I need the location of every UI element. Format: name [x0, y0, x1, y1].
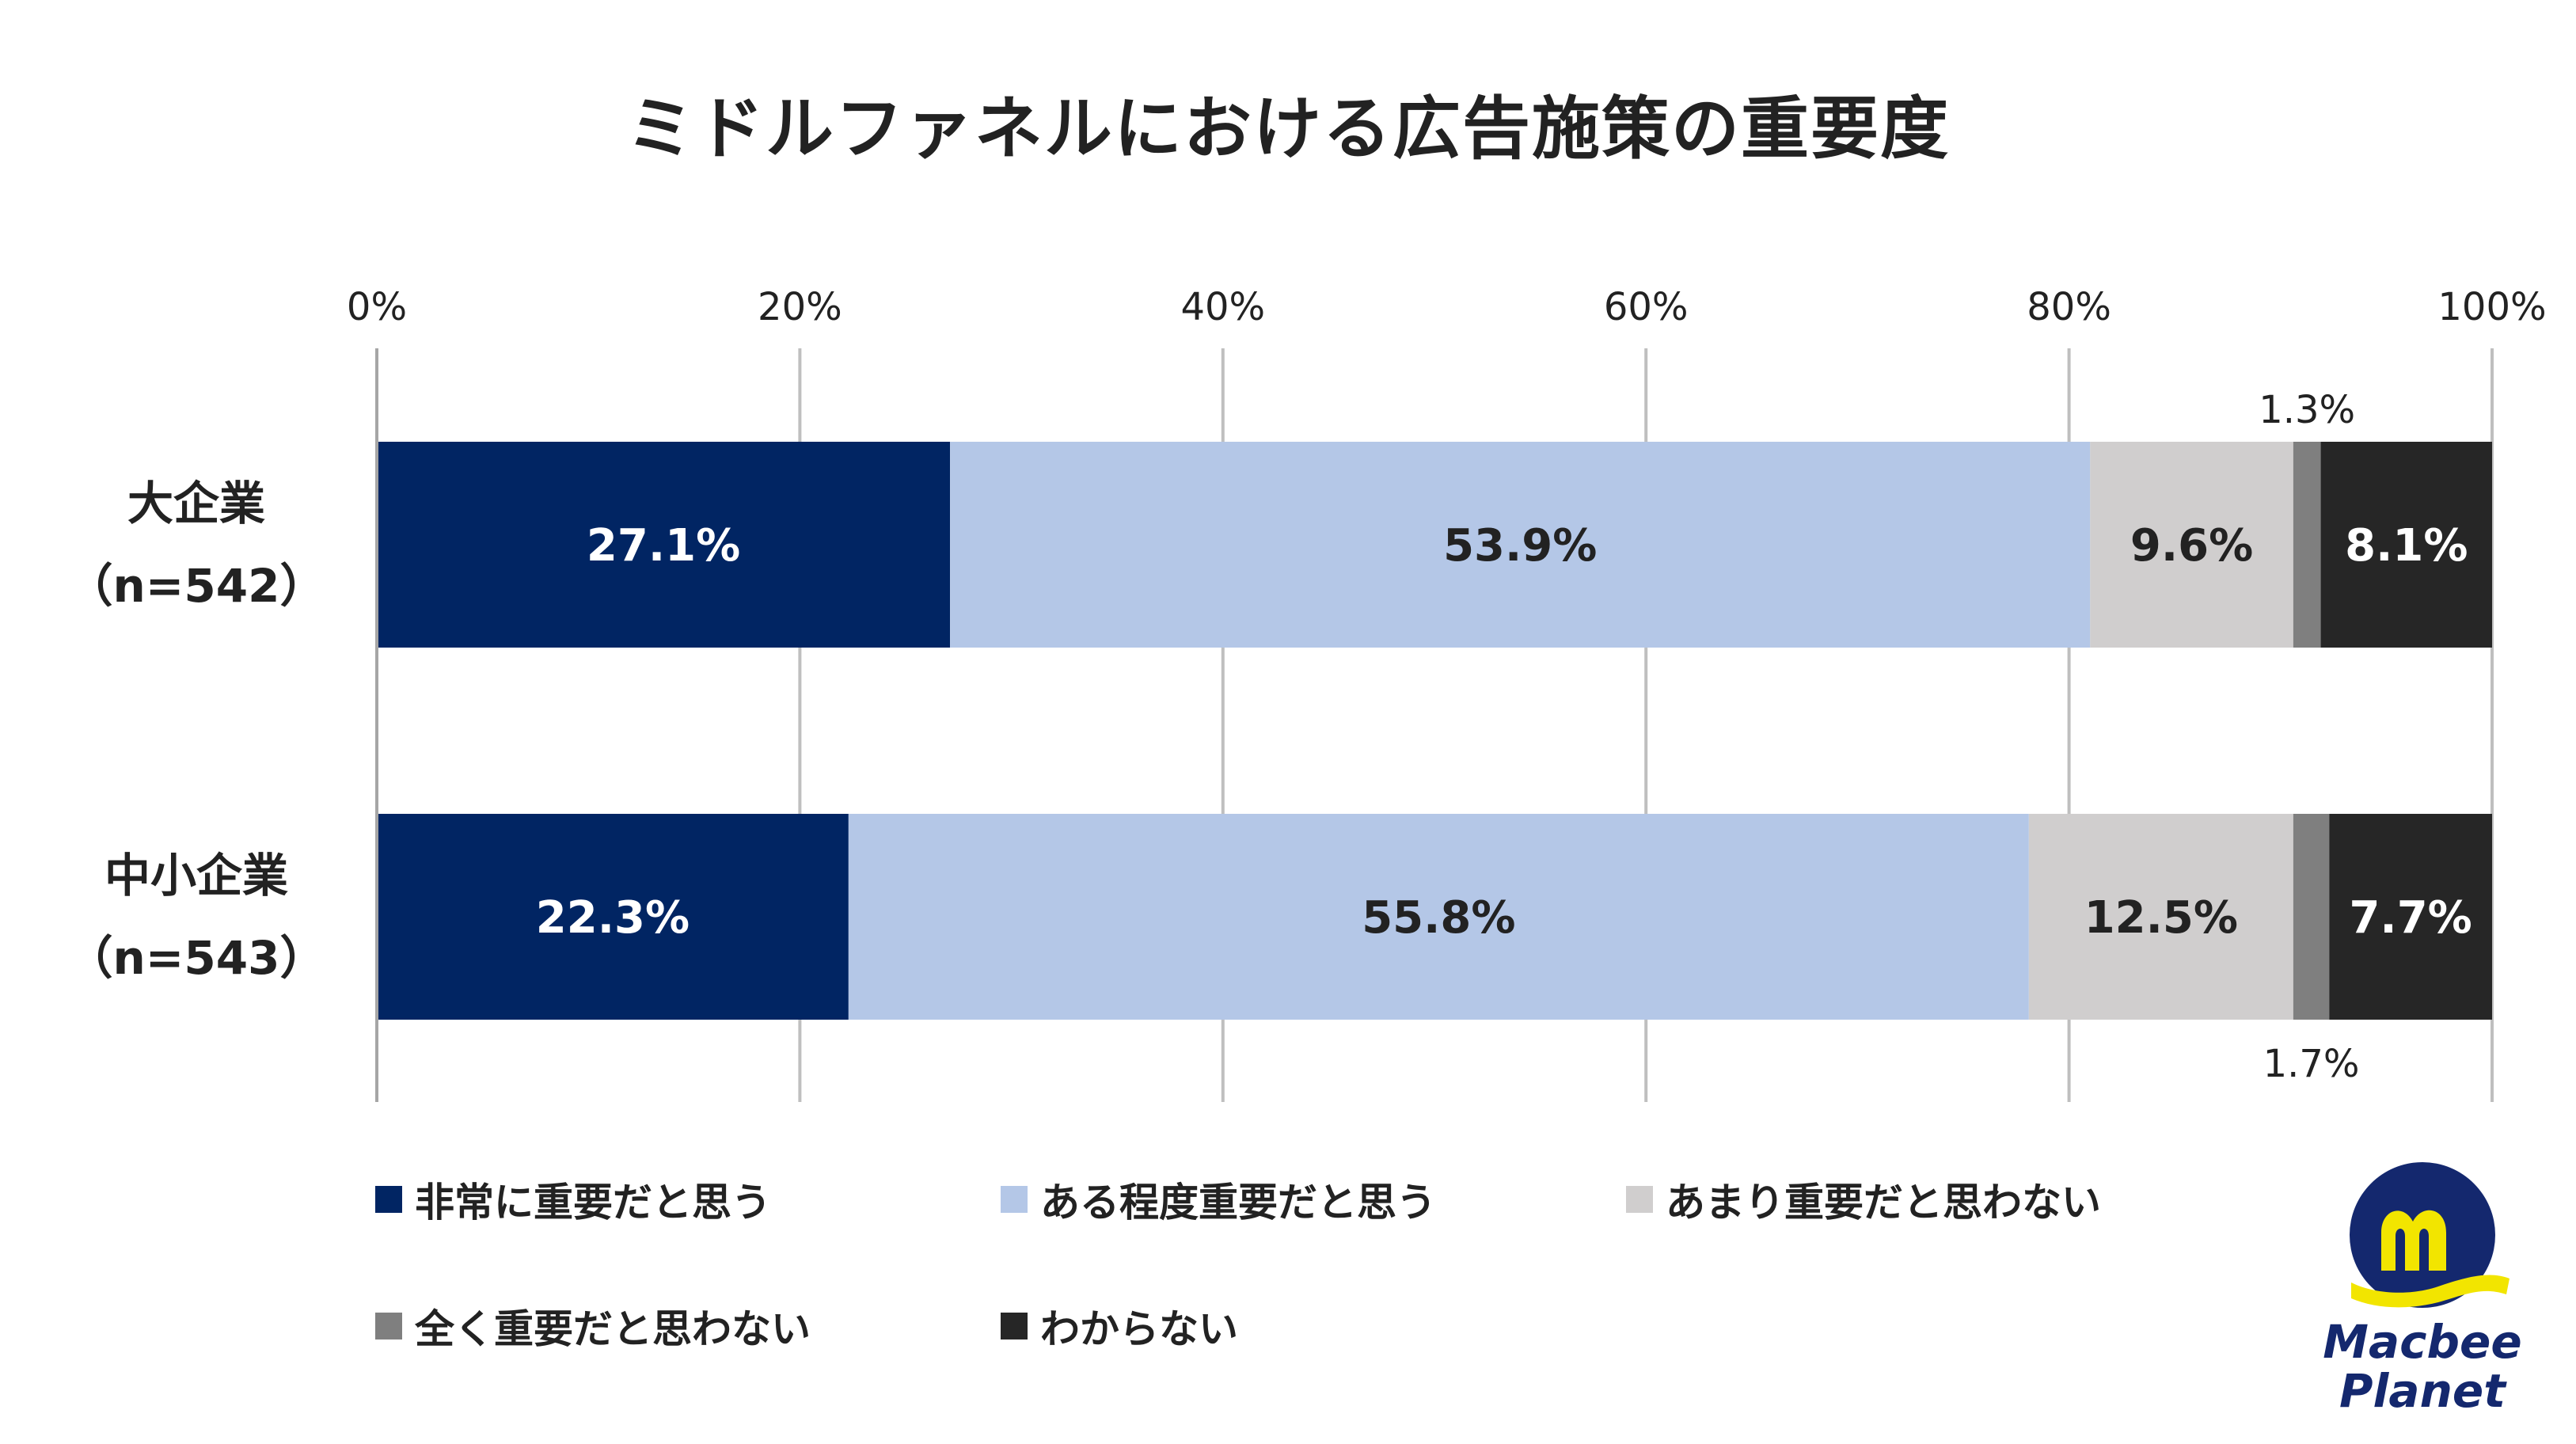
chart-title: ミドルファネルにおける広告施策の重要度 — [626, 89, 1950, 169]
legend-swatch — [375, 1313, 402, 1340]
macbee-planet-logo: Macbee Planet — [2320, 1160, 2525, 1421]
legend-item: あまり重要だと思わない — [1626, 1172, 2101, 1227]
data-label: 53.9% — [1443, 520, 1597, 572]
bar-segment — [2090, 442, 2293, 648]
category-label: 大企業 — [127, 477, 265, 530]
data-label: 1.7% — [2263, 1042, 2360, 1086]
bar-segment — [2329, 814, 2492, 1020]
legend-label: わからない — [1040, 1306, 1238, 1352]
legend-item: 全く重要だと思わない — [375, 1298, 811, 1354]
data-label: 8.1% — [2345, 520, 2468, 572]
x-tick-label: 0% — [347, 285, 407, 329]
bar-segment — [2028, 814, 2293, 1020]
stacked-bar-chart: 0% 20% 40% 60% 80% 100% 大企業 （n=542） 中小企業 （n=543） 2… — [67, 285, 2547, 1102]
legend-swatch — [1001, 1186, 1028, 1213]
x-tick-label: 20% — [758, 285, 842, 329]
legend-swatch — [1626, 1186, 1653, 1213]
legend-item: 非常に重要だと思う — [375, 1172, 771, 1227]
chart-legend: 非常に重要だと思う ある程度重要だと思う あまり重要だと思わない全く重要だと思わない… — [375, 1172, 2275, 1378]
legend-swatch — [1001, 1313, 1028, 1340]
category-n-label: （n=543） — [67, 931, 326, 985]
x-tick-label: 100% — [2437, 285, 2546, 329]
bar-segment — [377, 814, 849, 1020]
data-label: 7.7% — [2349, 892, 2472, 944]
x-tick-label: 80% — [2027, 285, 2111, 329]
bar-segment — [2320, 442, 2492, 648]
data-label: 22.3% — [536, 892, 690, 944]
data-label: 55.8% — [1362, 892, 1515, 944]
legend-label: 非常に重要だと思う — [415, 1180, 771, 1226]
legend-label: ある程度重要だと思う — [1040, 1180, 1436, 1226]
bar-segment — [2293, 442, 2321, 648]
legend-label: あまり重要だと思わない — [1666, 1180, 2101, 1226]
x-tick-label: 60% — [1604, 285, 1689, 329]
category-label: 中小企業 — [104, 849, 288, 902]
data-label: 27.1% — [587, 520, 740, 572]
legend-label: 全く重要だと思わない — [415, 1306, 811, 1352]
logo-text-line2: Planet — [2339, 1364, 2506, 1418]
data-label: 1.3% — [2259, 388, 2355, 432]
bar-segment — [848, 814, 2029, 1020]
bar-segment — [377, 442, 951, 648]
data-label: 9.6% — [2130, 520, 2253, 572]
logo-text-line1: Macbee — [2323, 1315, 2522, 1369]
legend-swatch — [375, 1186, 402, 1213]
x-tick-label: 40% — [1180, 285, 1265, 329]
macbee-m-icon — [2350, 1162, 2510, 1308]
bar-segment — [2293, 814, 2330, 1020]
category-n-label: （n=542） — [67, 559, 326, 613]
legend-item: ある程度重要だと思う — [1001, 1172, 1436, 1227]
bar-segment — [950, 442, 2091, 648]
legend-item: わからない — [1001, 1298, 1238, 1354]
data-label: 12.5% — [2084, 892, 2238, 944]
